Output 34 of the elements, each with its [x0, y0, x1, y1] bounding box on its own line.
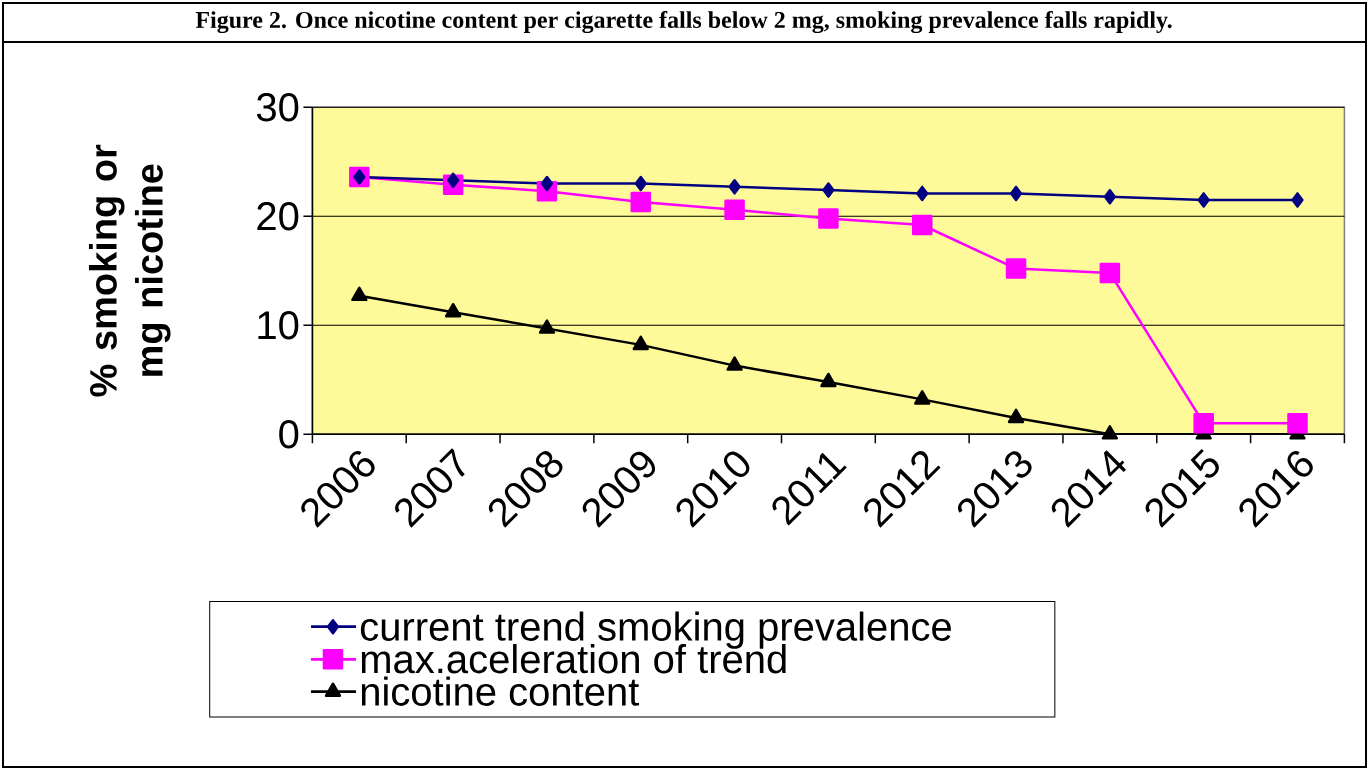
point	[916, 185, 929, 202]
point	[630, 191, 652, 213]
point	[818, 208, 839, 229]
y-tick-label: 10	[258, 311, 299, 340]
point	[1291, 192, 1304, 208]
point	[1099, 262, 1121, 284]
point	[538, 319, 556, 334]
legend-label: nicotine content	[361, 676, 640, 706]
point	[1101, 425, 1119, 440]
point	[820, 372, 837, 388]
point	[1193, 413, 1214, 434]
point	[728, 179, 741, 195]
y-axis-title: % smoking or mg nicotine	[88, 144, 171, 397]
point	[914, 390, 931, 405]
point	[1197, 192, 1210, 208]
y-tick-label: 0	[279, 420, 299, 449]
point	[634, 175, 647, 192]
point	[632, 335, 649, 351]
y-tick-label: 30	[256, 93, 299, 122]
point	[911, 214, 933, 236]
point	[726, 356, 743, 371]
point	[822, 182, 835, 198]
point	[540, 175, 554, 192]
point	[447, 172, 460, 189]
point	[444, 302, 462, 318]
point	[351, 286, 368, 302]
point	[1287, 413, 1308, 434]
chart-title: Figure 2. Once nicotine content per cigarette falls below 2 mg, smoking prevalence falls rapidly.	[195, 10, 1172, 34]
point	[724, 199, 745, 220]
point	[1007, 408, 1025, 424]
point	[1103, 188, 1116, 205]
y-tick-label: 20	[257, 202, 299, 231]
point	[1005, 258, 1027, 279]
point	[1009, 185, 1023, 202]
